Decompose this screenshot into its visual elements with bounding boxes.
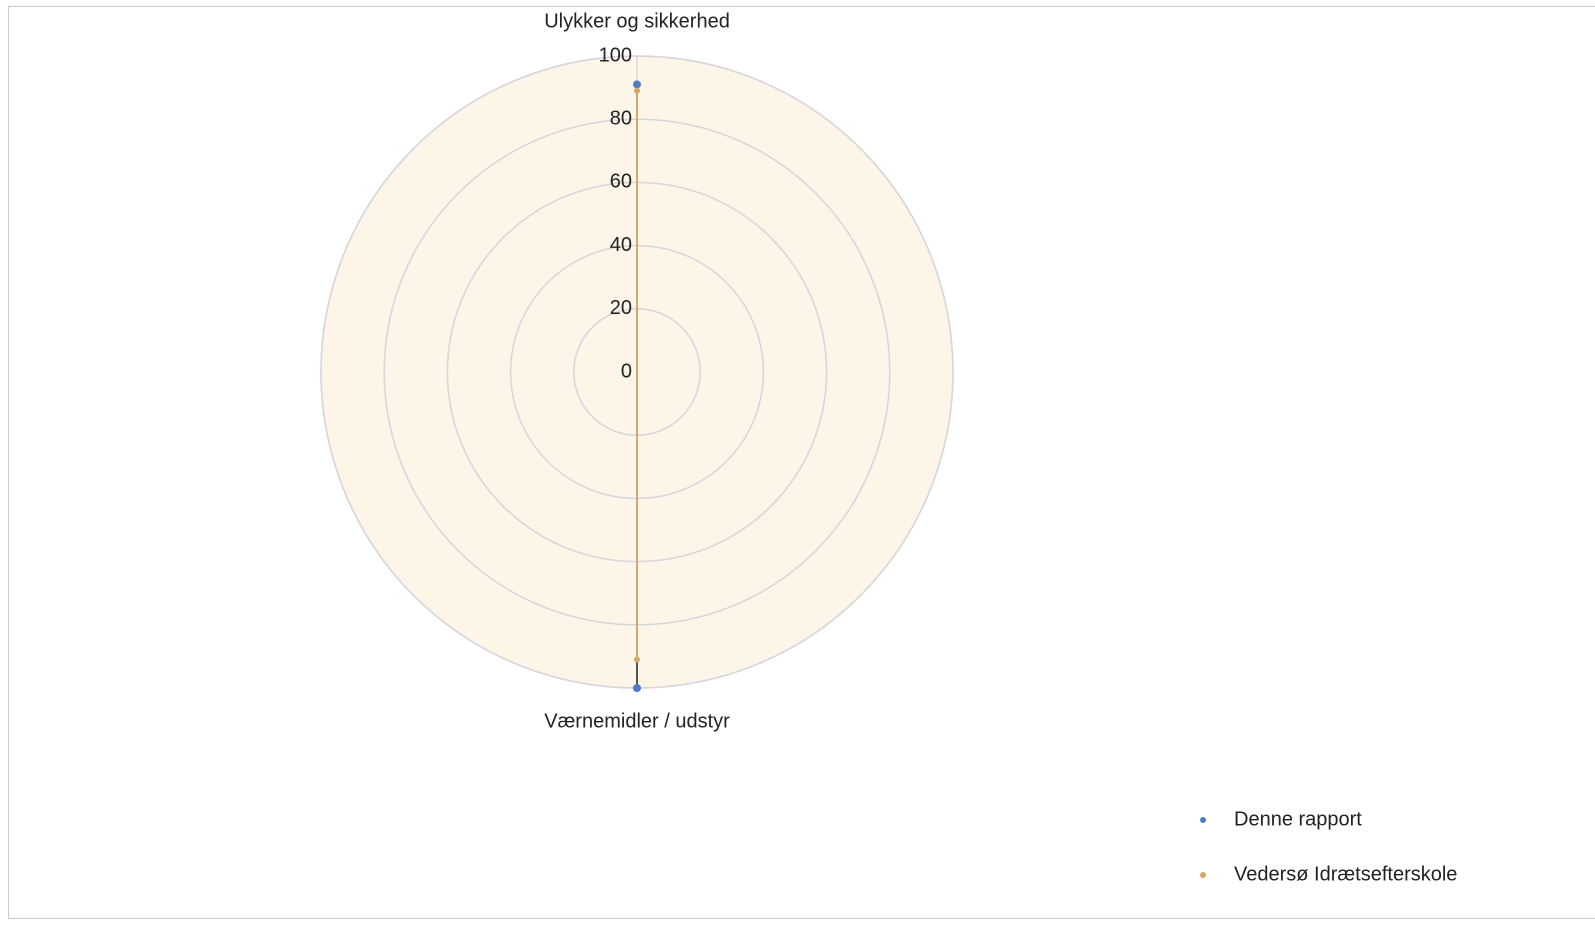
series-marker <box>633 80 641 89</box>
y-tick-label: 40 <box>610 234 632 256</box>
legend-marker <box>1200 872 1206 878</box>
y-tick-label: 60 <box>610 171 632 193</box>
y-tick-label: 80 <box>610 107 632 129</box>
series-marker <box>634 656 640 663</box>
y-tick-label: 20 <box>610 297 632 319</box>
category-label: Værnemidler / udstyr <box>544 710 730 732</box>
series-marker <box>633 684 641 692</box>
legend-marker <box>1200 817 1206 823</box>
y-tick-label: 0 <box>621 360 632 382</box>
legend-label: Denne rapport <box>1234 808 1362 830</box>
legend-label: Vedersø Idrætsefterskole <box>1234 863 1457 885</box>
series-marker <box>634 87 640 94</box>
y-tick-label: 100 <box>599 44 632 66</box>
category-label: Ulykker og sikkerhed <box>544 10 730 32</box>
